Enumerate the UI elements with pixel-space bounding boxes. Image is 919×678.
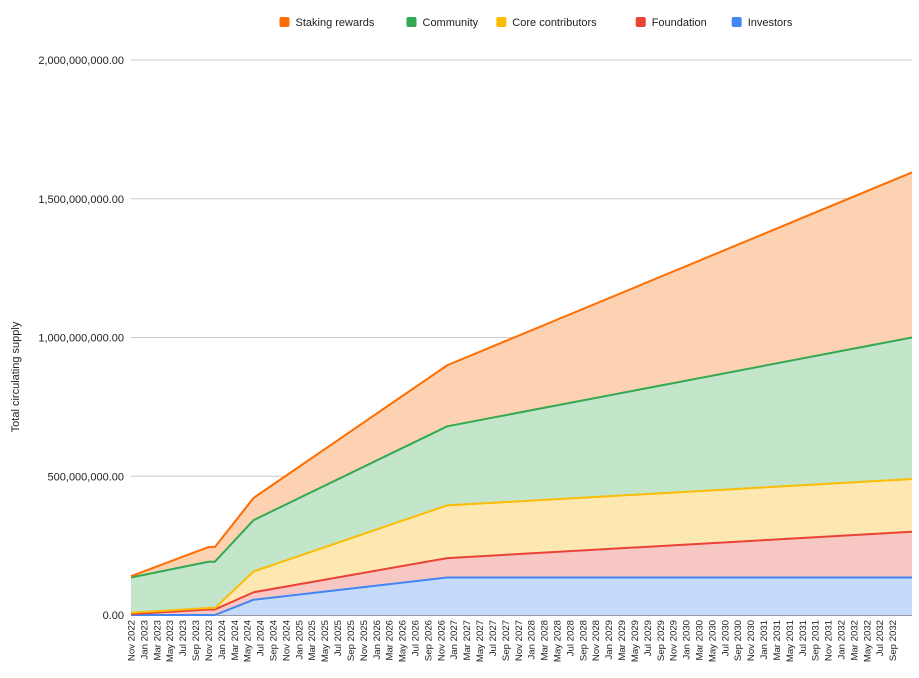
x-tick-label: Jul 2026 — [411, 620, 422, 656]
legend-label: Community — [423, 17, 479, 29]
x-tick-label: Jan 2025 — [294, 620, 305, 659]
y-tick-label: 2,000,000,000.00 — [38, 55, 124, 67]
x-tick-label: Sep 2026 — [423, 620, 434, 661]
line-investors — [131, 576, 912, 616]
x-tick-label: Jul 2029 — [643, 620, 654, 656]
line-foundation — [130, 530, 913, 616]
x-tick-label: Nov 2028 — [591, 620, 602, 661]
x-tick-label: Nov 2024 — [281, 619, 292, 661]
legend-swatch — [406, 17, 417, 27]
x-tick-label: Mar 2029 — [617, 620, 628, 661]
area-community — [131, 337, 912, 613]
legend-swatch — [635, 17, 646, 27]
x-tick-label: May 2028 — [553, 620, 564, 662]
legend-swatch — [496, 17, 507, 27]
x-tick-label: Nov 2023 — [204, 620, 215, 661]
x-tick-label: Mar 2026 — [385, 620, 396, 661]
x-tick-label: Sep 2028 — [578, 620, 589, 661]
line-core-contributors — [130, 478, 913, 614]
x-tick-label: Jan 2031 — [759, 620, 770, 659]
x-tick-label: May 2031 — [785, 620, 796, 662]
x-tick-label: Jan 2032 — [837, 620, 848, 659]
x-tick-label: May 2026 — [398, 620, 409, 662]
x-tick-label: Jan 2023 — [139, 620, 150, 659]
y-axis-title: Total circulating supply — [10, 321, 22, 432]
x-tick-label: May 2032 — [862, 620, 873, 662]
x-tick-label: Mar 2027 — [462, 620, 473, 661]
x-tick-label: Sep 2027 — [501, 620, 512, 661]
legend-label: Investors — [748, 17, 793, 29]
y-axis: 0.00 500,000,000.00 1,000,000,000.00 1,500,… — [38, 55, 124, 622]
x-tick-label: May 2024 — [243, 619, 254, 662]
line-community — [130, 336, 913, 579]
x-axis: Nov 2022 Jan 2023 Mar 2023 May 2023 Jul 2023… — [127, 619, 900, 662]
x-tick-label: Jan 2026 — [372, 620, 383, 659]
x-tick-label: Mar 2025 — [307, 620, 318, 661]
legend: Staking rewards Community Core contributor… — [279, 17, 793, 29]
x-tick-label: Sep 2031 — [811, 620, 822, 661]
x-tick-label: Nov 2031 — [824, 620, 835, 661]
area-investors — [131, 577, 912, 615]
legend-item-staking-rewards: Staking rewards — [279, 17, 375, 29]
x-tick-label: Jul 2031 — [798, 620, 809, 656]
x-tick-label: Nov 2027 — [514, 620, 525, 661]
x-tick-label: Mar 2028 — [540, 620, 551, 661]
x-tick-label: Jul 2028 — [565, 620, 576, 656]
x-tick-label: May 2027 — [475, 620, 486, 662]
area-foundation — [131, 531, 912, 615]
y-tick-label: 500,000,000.00 — [48, 471, 124, 483]
x-tick-label: Jan 2027 — [449, 620, 460, 659]
legend-swatch — [279, 17, 290, 27]
x-tick-label: Mar 2032 — [849, 620, 860, 661]
x-tick-label: Sep 2025 — [346, 620, 357, 661]
x-tick-label: Mar 2031 — [772, 620, 783, 661]
area-core-contributors — [131, 479, 912, 615]
y-tick-label: 1,500,000,000.00 — [38, 194, 124, 206]
x-tick-label: Jan 2029 — [604, 620, 615, 659]
x-tick-label: Mar 2024 — [230, 619, 241, 660]
x-tick-label: Sep 2030 — [733, 620, 744, 661]
x-tick-label: Jul 2023 — [178, 620, 189, 656]
x-tick-label: Jul 2027 — [488, 620, 499, 656]
y-tick-label: 0.00 — [103, 610, 124, 622]
x-tick-label: Jan 2030 — [682, 620, 693, 659]
legend-label: Foundation — [652, 17, 707, 29]
legend-label: Staking rewards — [296, 17, 375, 29]
x-tick-label: Nov 2025 — [359, 620, 370, 661]
legend-item-foundation: Foundation — [635, 17, 707, 29]
x-tick-label: Jan 2024 — [217, 619, 228, 659]
legend-label: Core contributors — [512, 17, 597, 29]
legend-swatch — [731, 17, 742, 27]
x-tick-label: Jul 2032 — [875, 620, 886, 656]
x-tick-label: Sep 2029 — [656, 620, 667, 661]
x-tick-label: Jan 2028 — [527, 620, 538, 659]
x-tick-label: May 2029 — [630, 620, 641, 662]
x-tick-label: Jul 2030 — [720, 620, 731, 656]
x-tick-label: Jul 2025 — [333, 620, 344, 656]
legend-item-investors: Investors — [731, 17, 793, 29]
legend-item-core-contributors: Core contributors — [496, 17, 597, 29]
legend-item-community: Community — [406, 17, 479, 29]
x-tick-label: Mar 2023 — [152, 620, 163, 661]
x-tick-label: Sep 2023 — [191, 620, 202, 661]
x-tick-label: May 2023 — [165, 620, 176, 662]
x-tick-label: Mar 2030 — [695, 620, 706, 661]
series-lines — [130, 171, 913, 616]
stacked-areas — [131, 172, 912, 615]
x-tick-label: Nov 2026 — [436, 620, 447, 661]
area-staking-rewards — [131, 172, 912, 578]
y-tick-label: 1,000,000,000.00 — [38, 333, 124, 345]
line-staking-rewards — [130, 171, 913, 578]
x-tick-label: Sep 2032 — [888, 620, 899, 661]
x-tick-label: Sep 2024 — [269, 619, 280, 661]
x-tick-label: Nov 2030 — [746, 620, 757, 661]
x-tick-label: Jul 2024 — [256, 619, 267, 656]
x-tick-label: May 2025 — [320, 620, 331, 662]
x-tick-label: Nov 2022 — [127, 620, 138, 661]
x-tick-label: Nov 2029 — [669, 620, 680, 661]
x-tick-label: May 2030 — [707, 620, 718, 662]
